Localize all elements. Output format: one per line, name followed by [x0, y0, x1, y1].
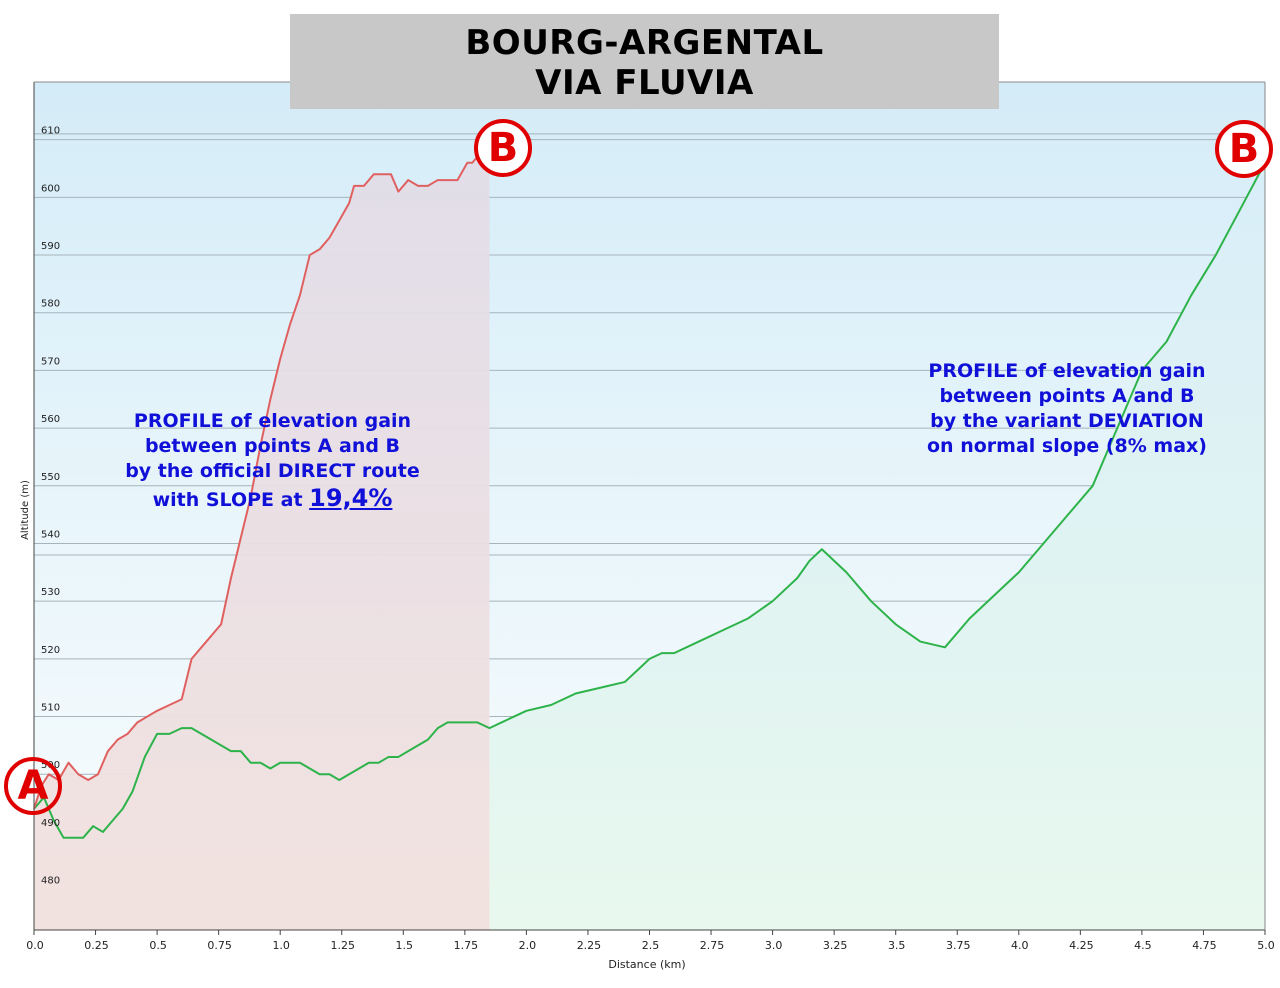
x-tick-label: 1.75 — [454, 939, 479, 952]
x-tick-label: 3.5 — [888, 939, 906, 952]
x-tick-label: 2.25 — [577, 939, 602, 952]
area-fills — [34, 156, 1265, 931]
direct-annotation-line-4: with SLOPE at 19,4% — [110, 486, 435, 513]
x-tick-label: 1.0 — [272, 939, 290, 952]
y-tick-label: 570 — [41, 356, 60, 367]
x-tick-label: 0.25 — [84, 939, 109, 952]
direct-area-fill — [34, 156, 490, 931]
y-tick-label: 610 — [41, 126, 60, 137]
direct-series-line — [33, 155, 490, 810]
deviation-annotation-line-4: on normal slope (8% max) — [927, 435, 1207, 457]
direct-annotation-line-3: by the official DIRECT route — [125, 460, 420, 482]
direct-route-annotation: PROFILE of elevation gain between points… — [110, 409, 435, 513]
x-tick-label: 2.75 — [700, 939, 725, 952]
x-tick-label: 4.5 — [1134, 939, 1152, 952]
deviation-area-fill — [34, 162, 1265, 930]
direct-annotation-line-1: PROFILE of elevation gain — [133, 410, 412, 432]
start-marker-a: A — [4, 757, 62, 815]
direct-annotation-line-2: between points A and B — [144, 435, 401, 457]
y-tick-label: 560 — [41, 414, 60, 425]
chart-title: BOURG-ARGENTAL VIA FLUVIA — [290, 14, 999, 109]
y-tick-label: 510 — [41, 703, 60, 714]
x-tick-label: 4.0 — [1011, 939, 1029, 952]
x-tick-label: 5.0 — [1257, 939, 1275, 952]
deviation-annotation-line-3: by the variant DEVIATION — [930, 410, 1204, 432]
x-tick-label: 0.5 — [149, 939, 167, 952]
y-axis-label: Altitude (m) — [20, 480, 31, 540]
x-tick-labels: 0.0 0.25 0.5 0.75 1.0 1.25 1.5 1.75 2.0 2.25 2.5 2.… — [26, 939, 1275, 952]
x-axis-label: Distance (km) — [608, 958, 685, 971]
y-tick-label: 490 — [41, 818, 60, 829]
slope-value: 19,4% — [309, 484, 393, 512]
y-tick-label: 600 — [41, 183, 60, 194]
y-tick-label: 530 — [41, 587, 60, 598]
end-marker-b-deviation: B — [1215, 120, 1273, 178]
y-tick-label: 590 — [41, 241, 60, 252]
y-tick-labels: 4804905005105205305405505605705805906006… — [41, 126, 60, 887]
deviation-series-line — [33, 162, 1266, 839]
y-tick-label: 480 — [41, 876, 60, 887]
title-line-1: BOURG-ARGENTAL — [465, 23, 824, 63]
x-tick-label: 4.25 — [1069, 939, 1094, 952]
y-tick-label: 540 — [41, 529, 60, 540]
x-tick-label: 1.5 — [396, 939, 414, 952]
y-tick-label: 520 — [41, 645, 60, 656]
x-tick-label: 2.5 — [642, 939, 660, 952]
title-line-2: VIA FLUVIA — [535, 63, 754, 103]
series-lines — [33, 155, 1266, 839]
slope-prefix: with SLOPE at — [152, 489, 310, 511]
x-tick-label: 4.75 — [1192, 939, 1217, 952]
deviation-route-annotation: PROFILE of elevation gain between points… — [908, 359, 1226, 459]
deviation-annotation-line-1: PROFILE of elevation gain — [928, 360, 1206, 382]
deviation-annotation-line-2: between points A and B — [939, 385, 1195, 407]
x-tick-label: 3.0 — [765, 939, 783, 952]
x-tick-label: 1.25 — [331, 939, 356, 952]
y-tick-label: 580 — [41, 299, 60, 310]
x-tick-label: 0.0 — [26, 939, 44, 952]
y-tick-label: 550 — [41, 472, 60, 483]
x-tick-label: 3.25 — [823, 939, 848, 952]
x-tick-label: 2.0 — [519, 939, 537, 952]
x-tick-label: 3.75 — [946, 939, 971, 952]
end-marker-b-direct: B — [474, 119, 532, 177]
x-tick-label: 0.75 — [207, 939, 232, 952]
